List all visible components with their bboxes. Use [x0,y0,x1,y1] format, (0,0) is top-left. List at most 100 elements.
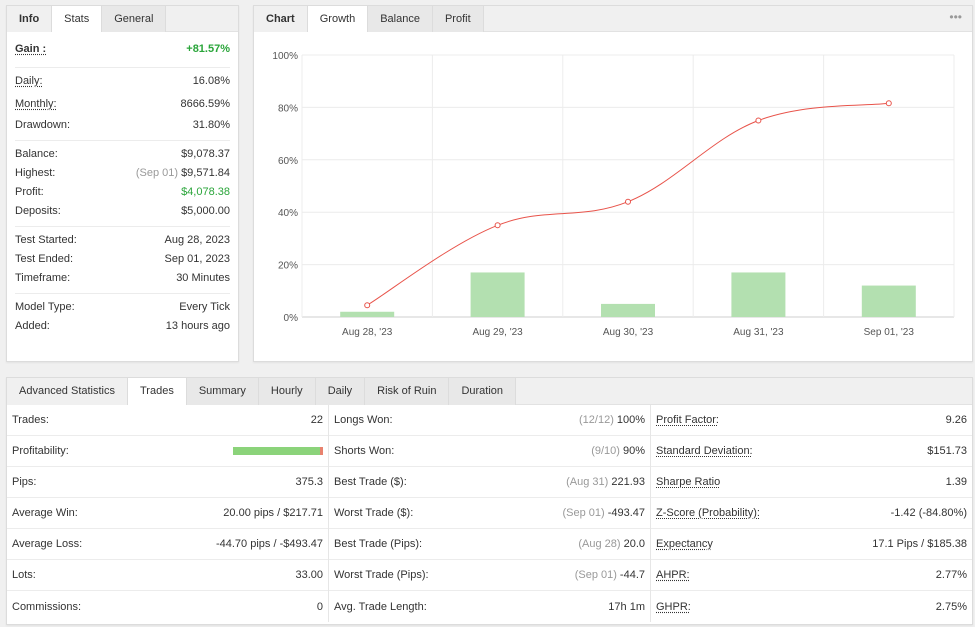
tab-profit[interactable]: Profit [432,6,484,32]
drawdown-value: 31.80% [192,119,230,131]
shorts-won-row: Shorts Won: (9/10) 90% [329,436,650,467]
expectancy-label[interactable]: Expectancy [656,538,713,550]
drawdown-row: Drawdown: 31.80% [15,116,230,135]
longs-won-label: Longs Won: [334,414,393,426]
profit-factor-value: 9.26 [945,414,967,426]
x-tick-label: Aug 29, '23 [472,327,523,338]
bar [601,303,655,317]
stats-col-1: Trades: 22 Profitability: Pips: 375.3 Aver… [7,405,329,622]
z-score-label[interactable]: Z-Score (Probability): [656,507,760,519]
tab-trades[interactable]: Trades [128,378,187,405]
ghpr-row: GHPR: 2.75% [651,591,972,622]
adv-tabs: Advanced Statistics Trades Summary Hourl… [7,378,972,405]
tab-info[interactable]: Info [7,6,53,32]
y-tick-label: 60% [278,156,298,167]
added-row: Added: 13 hours ago [15,317,230,336]
more-horizontal-icon[interactable]: ••• [949,10,962,24]
ahpr-value: 2.77% [935,569,967,581]
avg-trade-length-value: 17h 1m [608,600,645,613]
gain-label[interactable]: Gain : [15,43,47,55]
standard-deviation-value: $151.73 [927,445,967,457]
growth-point [885,100,892,107]
best-trade-usd-value: 221.93 [611,476,645,488]
balance-value: $9,078.37 [181,148,230,160]
growth-point [494,222,501,229]
daily-row: Daily: 16.08% [15,72,230,91]
daily-value: 16.08% [192,75,230,87]
best-trade-usd-label: Best Trade ($): [334,476,407,488]
y-tick-label: 20% [278,261,298,272]
bar [861,285,916,317]
model-type-value: Every Tick [179,301,230,313]
deposits-row: Deposits: $5,000.00 [15,202,230,221]
balance-label: Balance: [15,148,58,160]
worst-trade-pips-value: -44.7 [619,569,645,581]
best-trade-pips-value: 20.0 [623,538,645,550]
timeframe-value: 30 Minutes [176,272,230,284]
bar [470,272,525,317]
tab-advanced-statistics[interactable]: Advanced Statistics [7,378,128,405]
ahpr-row: AHPR: 2.77% [651,560,972,591]
longs-won-row: Longs Won: (12/12) 100% [329,405,650,436]
pips-row: Pips: 375.3 [7,467,328,498]
y-tick-label: 0% [284,313,299,324]
z-score-value: -1.42 (-84.80%) [890,507,967,519]
tab-duration[interactable]: Duration [449,378,517,405]
commissions-value: 0 [316,600,323,613]
sharpe-ratio-row: Sharpe Ratio 1.39 [651,467,972,498]
x-tick-label: Aug 28, '23 [342,327,393,338]
profit-factor-label[interactable]: Profit Factor: [656,414,719,426]
deposits-value: $5,000.00 [181,205,230,217]
sharpe-ratio-label[interactable]: Sharpe Ratio [656,476,721,488]
worst-trade-usd-value: -493.47 [607,507,645,519]
expectancy-value: 17.1 Pips / $185.38 [872,538,967,550]
lots-row: Lots: 33.00 [7,560,328,591]
worst-trade-pips-note: (Sep 01) [574,569,617,581]
best-trade-pips-row: Best Trade (Pips): (Aug 28) 20.0 [329,529,650,560]
info-tabs: Info Stats General [7,6,238,32]
average-win-label: Average Win: [12,507,78,519]
monthly-label[interactable]: Monthly: [15,98,57,110]
tab-general[interactable]: General [102,6,167,32]
worst-trade-usd-note: (Sep 01) [562,507,605,519]
shorts-won-value: 90% [622,445,645,457]
profit-factor-row: Profit Factor: 9.26 [651,405,972,436]
growth-chart: 0% 20% 40% 60% 80% 100% Aug 28, '23 Aug 29, '23… [272,51,955,338]
gain-value: +81.57% [186,43,230,55]
growth-point [755,117,762,124]
test-ended-value: Sep 01, 2023 [164,253,230,265]
pips-value: 375.3 [295,476,323,488]
tab-summary[interactable]: Summary [186,378,259,405]
info-panel: Info Stats General Gain : +81.57% Daily:… [6,5,239,362]
lots-label: Lots: [12,569,36,581]
tab-risk-of-ruin[interactable]: Risk of Ruin [365,378,450,405]
average-win-row: Average Win: 20.00 pips / $217.71 [7,498,328,529]
tab-chart[interactable]: Chart [254,6,308,32]
tab-balance[interactable]: Balance [368,6,433,32]
chart-tabs: Chart Growth Balance Profit [254,6,972,32]
best-trade-usd-row: Best Trade ($): (Aug 31) 221.93 [329,467,650,498]
average-loss-label: Average Loss: [12,538,83,550]
chart-panel: Chart Growth Balance Profit ••• 0% 20% 40%… [253,5,973,362]
profitability-label: Profitability: [12,445,69,457]
average-loss-row: Average Loss: -44.70 pips / -$493.47 [7,529,328,560]
tab-daily[interactable]: Daily [315,378,366,405]
bar [731,272,786,317]
profitability-loss-segment [319,447,323,455]
deposits-label: Deposits: [15,205,61,217]
tab-hourly[interactable]: Hourly [258,378,316,405]
ghpr-label[interactable]: GHPR: [656,600,691,613]
tab-stats[interactable]: Stats [52,6,103,32]
test-started-row: Test Started: Aug 28, 2023 [15,231,230,250]
worst-trade-pips-label: Worst Trade (Pips): [334,569,429,581]
standard-deviation-label[interactable]: Standard Deviation: [656,445,753,457]
shorts-won-note: (9/10) [591,445,620,457]
tab-growth[interactable]: Growth [307,6,369,32]
y-tick-label: 80% [278,103,298,114]
highest-label: Highest: [15,167,56,179]
model-type-row: Model Type: Every Tick [15,298,230,317]
ahpr-label[interactable]: AHPR: [656,569,690,581]
trades-value: 22 [310,414,323,426]
model-type-label: Model Type: [15,301,75,313]
daily-label[interactable]: Daily: [15,75,43,87]
